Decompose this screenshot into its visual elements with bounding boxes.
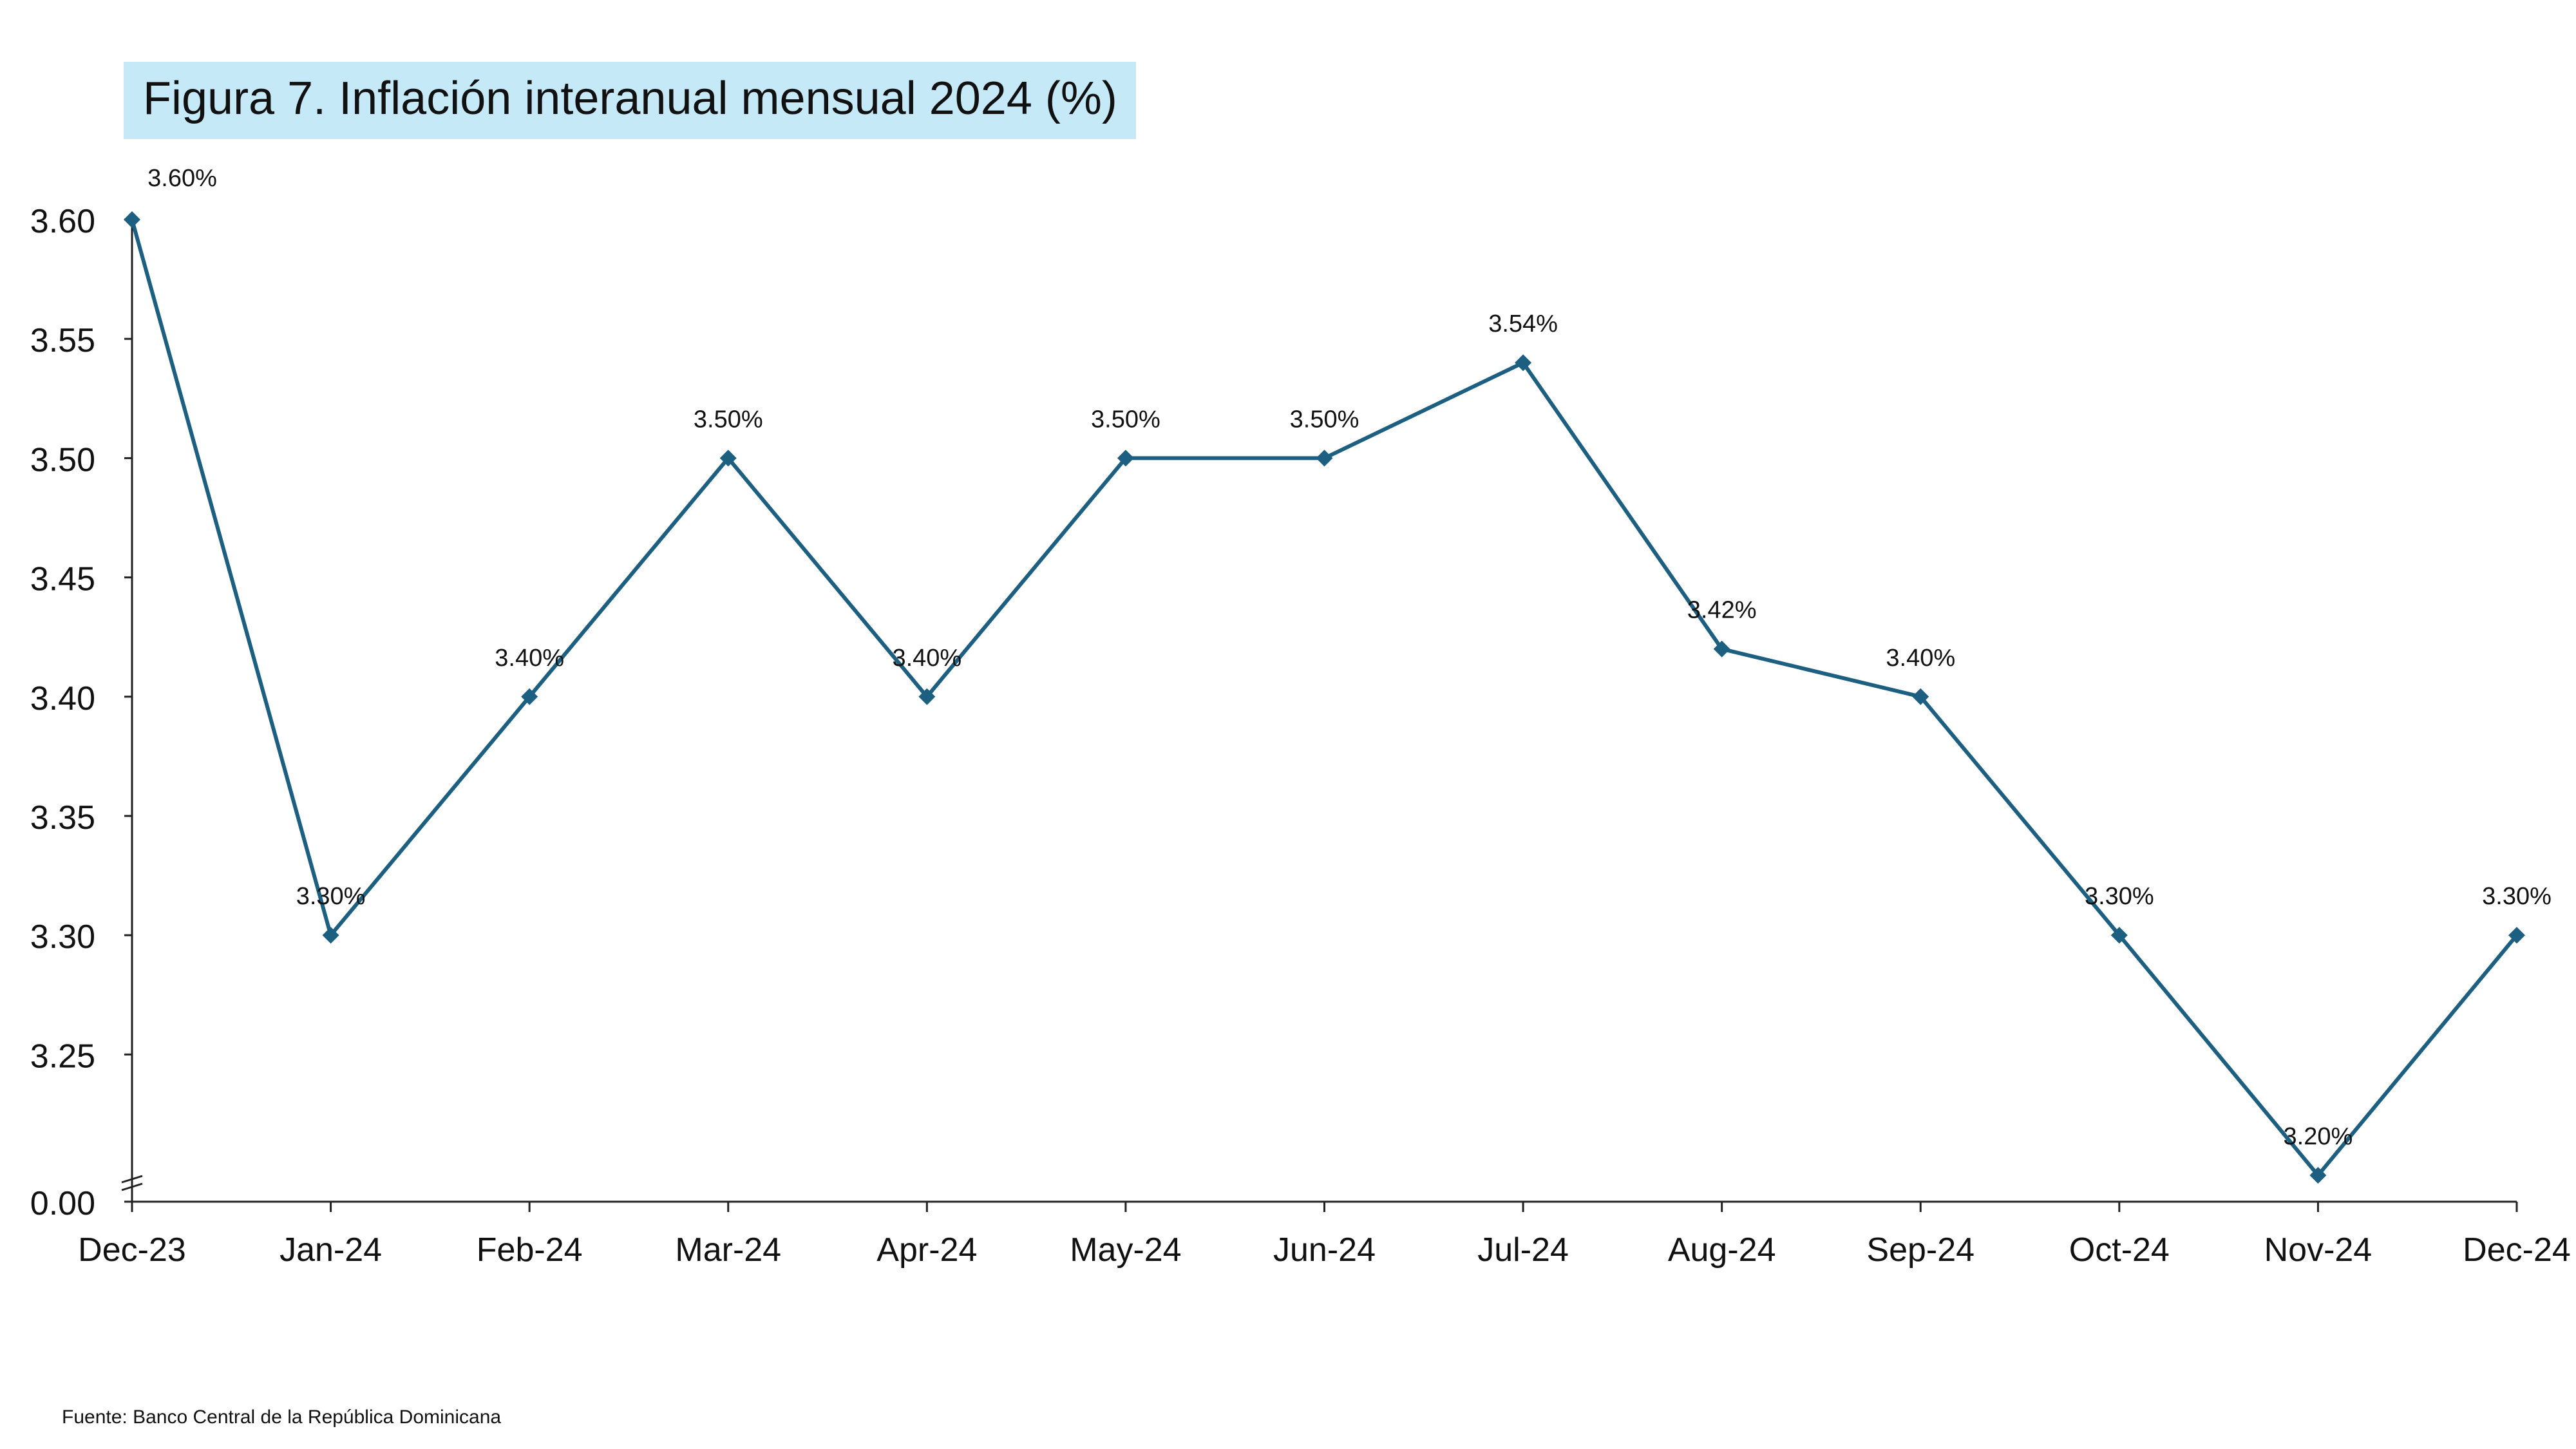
x-tick-label: Sep-24 xyxy=(1866,1231,1975,1269)
axis-break-mark xyxy=(121,1182,143,1191)
data-point-marker xyxy=(918,688,936,705)
data-point-marker xyxy=(1316,450,1333,467)
data-point-marker xyxy=(719,450,737,467)
x-tick-label: Jun-24 xyxy=(1273,1231,1376,1269)
data-point-marker xyxy=(2508,927,2525,944)
y-tick-label: 3.45 xyxy=(30,561,95,598)
x-tick-label: Jan-24 xyxy=(279,1231,382,1269)
data-label: 3.60% xyxy=(147,165,217,192)
data-point-marker xyxy=(1117,450,1134,467)
y-tick-label: 3.40 xyxy=(30,680,95,717)
chart-title: Figura 7. Inflación interanual mensual 2… xyxy=(143,73,1117,124)
y-tick-label: 3.60 xyxy=(30,203,95,240)
axis-break-mark xyxy=(121,1175,143,1184)
x-tick-label: Feb-24 xyxy=(477,1231,583,1269)
data-label: 3.30% xyxy=(2482,883,2552,910)
data-point-marker xyxy=(1912,688,1929,705)
x-tick-label: Oct-24 xyxy=(2069,1231,2170,1269)
data-label: 3.30% xyxy=(2085,883,2154,910)
x-tick-label: Nov-24 xyxy=(2264,1231,2372,1269)
x-tick-label: Mar-24 xyxy=(675,1231,781,1269)
data-label: 3.42% xyxy=(1687,597,1757,624)
data-point-marker xyxy=(2309,1167,2327,1184)
source-note: Fuente: Banco Central de la República Do… xyxy=(62,1406,502,1428)
data-label: 3.40% xyxy=(892,645,961,672)
data-point-marker xyxy=(1515,354,1532,372)
y-tick-label: 3.35 xyxy=(30,799,95,837)
data-label: 3.54% xyxy=(1488,310,1558,337)
x-tick-label: May-24 xyxy=(1070,1231,1181,1269)
series-line xyxy=(130,219,2519,1177)
y-tick-label: 3.50 xyxy=(30,441,95,478)
x-tick-label: Dec-24 xyxy=(2463,1231,2571,1269)
data-label: 3.20% xyxy=(2284,1123,2353,1150)
data-label: 3.50% xyxy=(1091,406,1160,433)
x-tick-label: Dec-23 xyxy=(78,1231,186,1269)
data-label: 3.50% xyxy=(694,406,763,433)
x-tick-label: Aug-24 xyxy=(1668,1231,1776,1269)
data-point-marker xyxy=(1713,640,1730,658)
data-label: 3.50% xyxy=(1290,406,1359,433)
y-tick-label: 3.55 xyxy=(30,322,95,359)
x-tick-label: Apr-24 xyxy=(876,1231,977,1269)
x-tick-label: Jul-24 xyxy=(1477,1231,1569,1269)
y-tick-label: 3.30 xyxy=(30,918,95,956)
data-point-marker xyxy=(521,688,538,705)
data-label: 3.30% xyxy=(296,883,366,910)
data-point-marker xyxy=(322,927,339,944)
data-point-marker xyxy=(124,211,140,228)
y-tick-label: 0.00 xyxy=(30,1185,95,1222)
data-point-marker xyxy=(2110,927,2128,944)
data-label: 3.40% xyxy=(1886,645,1955,672)
data-label: 3.40% xyxy=(495,645,564,672)
y-tick-label: 3.25 xyxy=(30,1037,95,1075)
chart-title-box: Figura 7. Inflación interanual mensual 2… xyxy=(124,62,1136,139)
